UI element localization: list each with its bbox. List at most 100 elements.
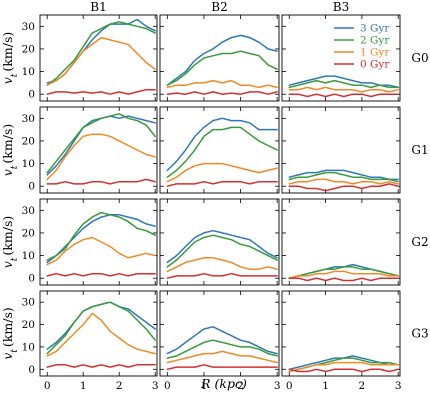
panel-g3-b1: 0 10 20 30 0 1 2 3: [22, 290, 159, 392]
series-line-2-gyr: [166, 339, 278, 359]
panel-frame: [281, 106, 401, 194]
x-axis-title: R (kpc): [200, 376, 247, 391]
series-line-2-gyr: [166, 50, 278, 86]
series-line-0-gyr: [46, 88, 156, 95]
series-line-0-gyr: [166, 272, 278, 279]
y-axis-title: vt(km/s): [0, 32, 20, 85]
series-line-1-gyr: [166, 257, 278, 273]
y-tick-label: 10: [22, 250, 35, 262]
y-tick-label: 30: [22, 21, 35, 33]
panel-frame: [281, 290, 401, 377]
y-tick-label: 20: [22, 227, 35, 239]
series-line-2-gyr: [288, 171, 399, 183]
y-tick-label: 20: [22, 43, 35, 55]
series-line-1-gyr: [288, 270, 399, 279]
y-tick-label: 30: [22, 205, 35, 217]
series-line-2-gyr: [46, 21, 156, 86]
series-line-2-gyr: [166, 234, 278, 268]
series-line-3-gyr: [288, 169, 399, 181]
series-line-3-gyr: [166, 326, 278, 355]
x-tick-label: 0: [44, 380, 51, 392]
series-line-1-gyr: [166, 350, 278, 364]
series-line-2-gyr: [46, 113, 156, 174]
panel-g2-b1: 0 10 20 30: [22, 198, 158, 286]
series-line-1-gyr: [166, 162, 278, 183]
x-tick-label: 3: [152, 380, 159, 392]
y-tick-label: 30: [22, 113, 35, 125]
panel-g1-b3: [281, 106, 401, 194]
series-line-3-gyr: [166, 34, 278, 86]
panel-frame: [39, 290, 158, 377]
y-tick-label: 30: [22, 297, 35, 309]
legend-label-2-gyr: 2 Gyr: [360, 35, 390, 47]
row-label-g0: G0: [411, 51, 428, 65]
series-line-1-gyr: [166, 79, 278, 89]
row-label-g2: G2: [411, 235, 428, 249]
series-line-1-gyr: [46, 133, 156, 181]
series-line-3-gyr: [46, 301, 156, 350]
series-line-0-gyr: [288, 183, 399, 192]
x-tick-label: 2: [237, 380, 244, 392]
legend-label-0-gyr: 0 Gyr: [360, 59, 390, 71]
series-line-2-gyr: [288, 79, 399, 89]
series-line-2-gyr: [46, 211, 156, 261]
series-line-1-gyr: [288, 178, 399, 185]
legend-label-3-gyr: 3 Gyr: [360, 23, 390, 35]
panel-g2-b2: [159, 198, 280, 286]
panel-frame: [39, 14, 158, 102]
y-tick-label: 10: [22, 158, 35, 170]
series-line-0-gyr: [166, 364, 278, 371]
column-title-b2: B2: [211, 0, 227, 14]
panel-g0-b2: [159, 14, 280, 102]
row-label-g3: G3: [411, 327, 428, 341]
series-line-0-gyr: [288, 93, 399, 98]
x-tick-label: 2: [359, 380, 366, 392]
series-line-1-gyr: [288, 86, 399, 93]
series-line-2-gyr: [288, 266, 399, 279]
series-line-0-gyr: [46, 178, 156, 185]
x-tick-label: 3: [395, 380, 402, 392]
x-tick-label: 2: [116, 380, 123, 392]
panel-frame: [281, 198, 401, 286]
series-line-1-gyr: [46, 36, 156, 86]
panel-g3-b3: 0 1 2 3: [281, 290, 402, 392]
column-title-b1: B1: [90, 0, 106, 14]
y-axis-title: vt(km/s): [0, 124, 20, 177]
series-line-1-gyr: [46, 312, 156, 357]
panel-g1-b1: 0 10 20 30: [22, 106, 158, 194]
panel-frame: [281, 14, 401, 102]
series-line-0-gyr: [288, 277, 399, 282]
panel-g0-b1: 0 10 20 30: [22, 14, 158, 102]
y-tick-label: 20: [22, 135, 35, 147]
series-line-0-gyr: [166, 180, 278, 187]
panel-frame: [159, 198, 280, 286]
panel-frame: [159, 14, 280, 102]
panel-g0-b3: [281, 14, 401, 102]
series-line-2-gyr: [46, 301, 156, 355]
series-line-0-gyr: [166, 91, 278, 95]
y-axis-title: vt(km/s): [0, 216, 20, 269]
series-line-3-gyr: [166, 117, 278, 172]
row-label-g1: G1: [411, 143, 428, 157]
y-tick-label: 20: [22, 319, 35, 331]
series-line-3-gyr: [46, 115, 156, 176]
series-line-3-gyr: [166, 229, 278, 264]
x-tick-label: 1: [80, 380, 87, 392]
x-tick-label: 1: [201, 380, 208, 392]
panel-frame: [39, 106, 158, 194]
y-tick-label: 10: [22, 66, 35, 78]
panel-frame: [159, 106, 280, 194]
series-line-1-gyr: [46, 236, 156, 266]
panel-g3-b2: 0 1 2 3: [159, 290, 281, 392]
series-line-1-gyr: [288, 361, 399, 373]
x-tick-label: 3: [274, 380, 281, 392]
series-line-3-gyr: [46, 214, 156, 264]
series-line-0-gyr: [288, 368, 399, 373]
panel-g1-b2: [159, 106, 280, 194]
y-tick-label: 0: [28, 364, 35, 376]
series-line-2-gyr: [166, 126, 278, 178]
panel-frame: [39, 198, 158, 286]
panel-frame: [159, 290, 280, 377]
